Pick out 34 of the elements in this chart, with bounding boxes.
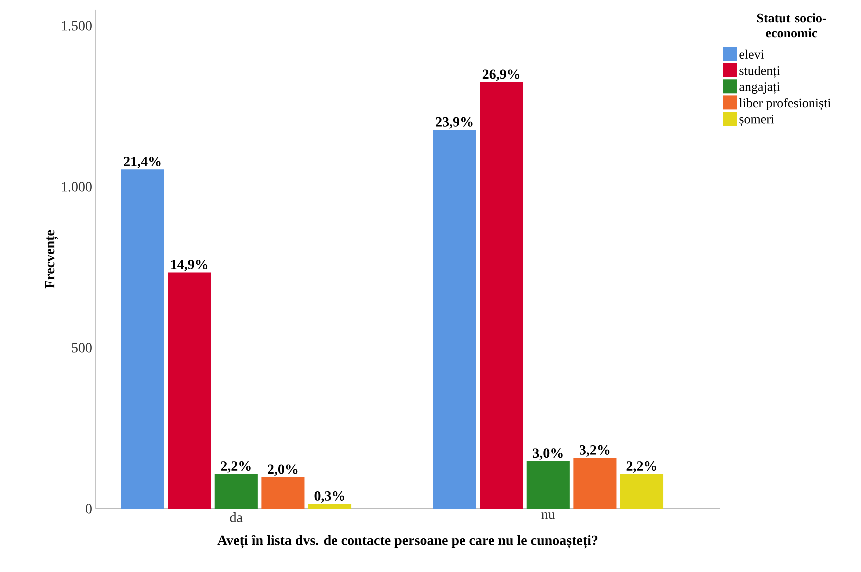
legend-label: studenți xyxy=(740,66,780,78)
bar xyxy=(526,461,570,509)
x-axis-title: Aveți în lista dvs. de contacte persoane pe care nu le cunoașteți? xyxy=(218,535,598,549)
bar xyxy=(121,170,164,509)
y-tick-label: 0 xyxy=(86,504,92,514)
bar xyxy=(620,474,664,509)
annotation: 26,9% xyxy=(482,70,520,82)
bar xyxy=(480,82,524,509)
y-tick-label: 1.500 xyxy=(62,21,92,31)
bar xyxy=(168,272,212,509)
annotation: 21,4% xyxy=(124,156,161,168)
legend-label: elevi xyxy=(740,50,764,60)
bar xyxy=(214,474,258,509)
y-axis-title: Frecvențe xyxy=(45,230,58,289)
bar xyxy=(262,477,305,509)
annotation: 0,3% xyxy=(314,491,344,503)
annotation: 14,9% xyxy=(171,260,208,272)
legend-label: șomeri xyxy=(740,114,774,126)
x-tick-label: da xyxy=(230,512,243,522)
annotation: 3,2% xyxy=(580,445,610,457)
bar xyxy=(433,130,476,509)
bar xyxy=(574,458,617,509)
x-tick-label: nu xyxy=(542,512,556,520)
annotation: 3,0% xyxy=(533,448,563,460)
annotation: 2,2% xyxy=(221,462,251,474)
y-tick-label: 1.000 xyxy=(62,182,92,192)
legend-label: liber profesioniști xyxy=(739,98,832,110)
annotation: 2,2% xyxy=(626,462,656,474)
annotation: 23,9% xyxy=(436,117,473,129)
annotation: 2,0% xyxy=(268,464,298,476)
legend-label: angajați xyxy=(740,82,780,94)
y-tick-label: 500 xyxy=(72,343,92,353)
bar xyxy=(308,504,352,509)
legend-title: Statut socio-economic xyxy=(757,14,826,38)
